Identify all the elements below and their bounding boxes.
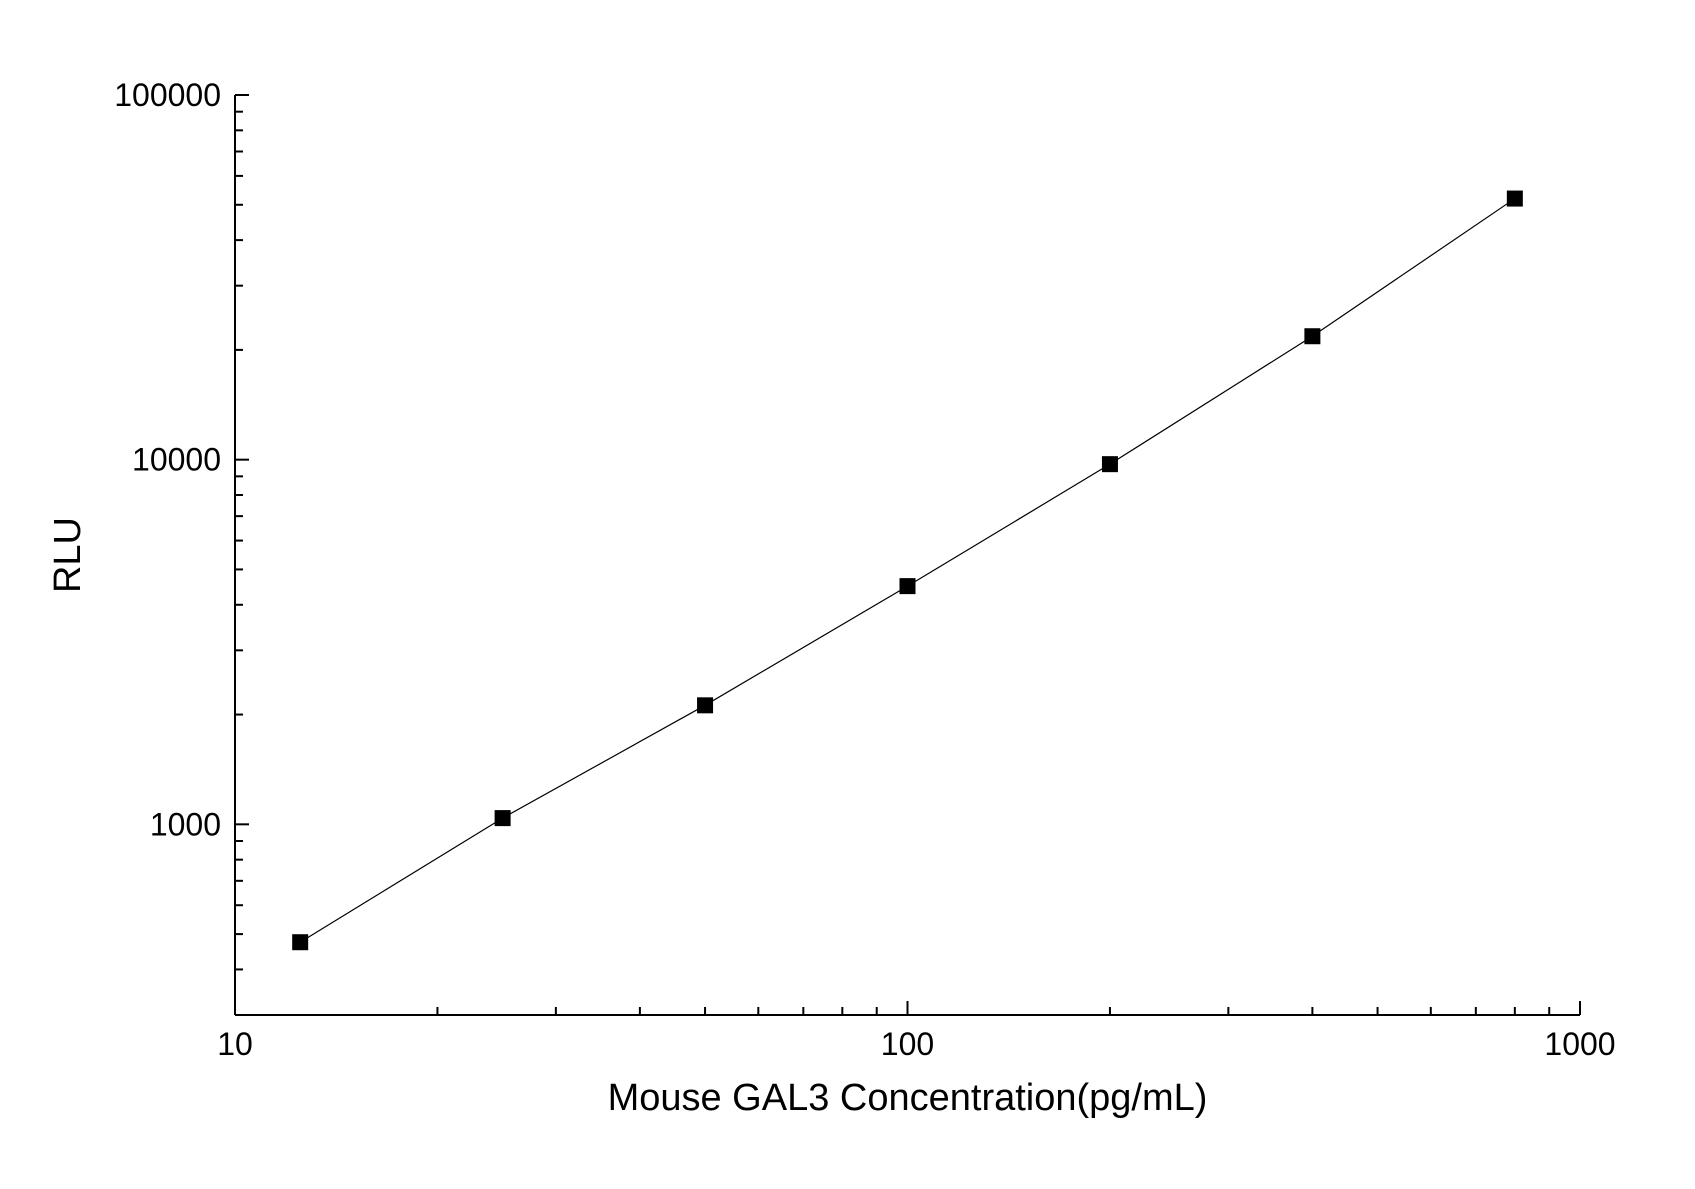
data-marker: [697, 697, 713, 713]
x-tick-label: 100: [881, 1026, 934, 1062]
y-axis-label: RLU: [47, 517, 89, 593]
data-marker: [1507, 191, 1523, 207]
x-tick-label: 10: [217, 1026, 253, 1062]
data-marker: [292, 934, 308, 950]
y-tick-label: 1000: [150, 806, 221, 842]
chart-svg: 10 100 1000 1000 10000 100000 Mouse GAL3 Conce…: [0, 0, 1695, 1189]
chart-container: 10 100 1000 1000 10000 100000 Mouse GAL3 Conce…: [0, 0, 1695, 1189]
y-tick-label: 10000: [132, 442, 221, 478]
y-tick-label: 100000: [114, 77, 221, 113]
data-marker: [1304, 328, 1320, 344]
data-marker: [1102, 456, 1118, 472]
x-tick-label: 1000: [1544, 1026, 1615, 1062]
data-marker: [900, 578, 916, 594]
x-axis-label: Mouse GAL3 Concentration(pg/mL): [608, 1077, 1208, 1119]
data-marker: [495, 810, 511, 826]
